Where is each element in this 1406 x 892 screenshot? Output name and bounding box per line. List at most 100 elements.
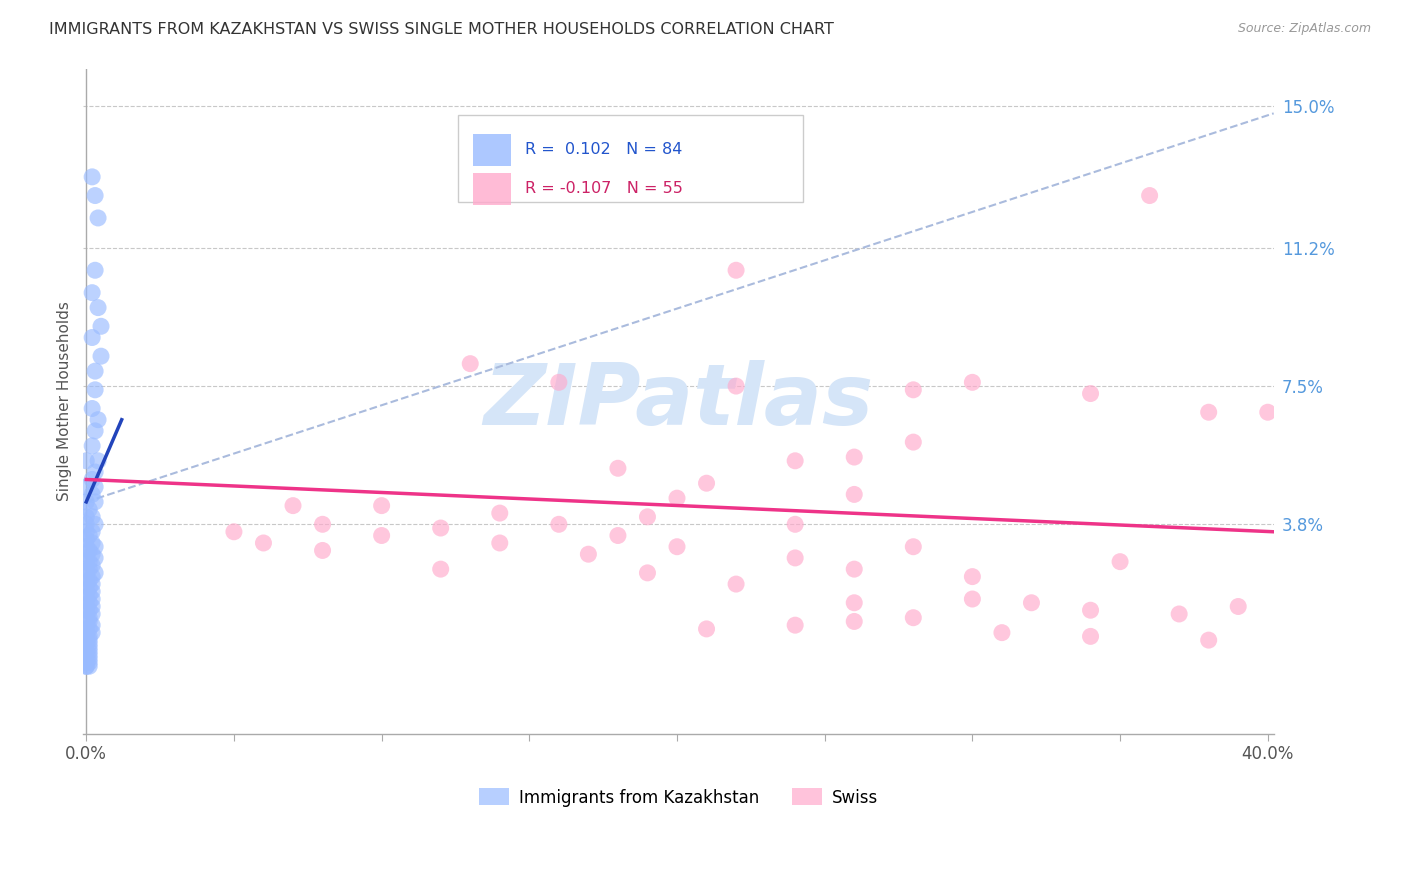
Point [1257, 405, 1279, 419]
Point [82, 569, 104, 583]
Point [75, 637, 97, 651]
Point [84, 480, 107, 494]
Point [77, 629, 100, 643]
Point [77, 644, 100, 658]
Point [696, 476, 718, 491]
Point [77, 502, 100, 516]
Point [75, 622, 97, 636]
Point [606, 461, 628, 475]
Point [77, 610, 100, 624]
Point [429, 562, 451, 576]
Point [77, 648, 100, 662]
Point [1227, 599, 1250, 614]
Point [77, 543, 100, 558]
Text: R = -0.107   N = 55: R = -0.107 N = 55 [524, 181, 683, 196]
Point [75, 629, 97, 643]
Point [75, 562, 97, 576]
Point [75, 509, 97, 524]
Point [75, 569, 97, 583]
FancyBboxPatch shape [458, 115, 803, 202]
Point [962, 569, 984, 583]
Point [82, 599, 104, 614]
Point [84, 566, 107, 580]
Point [77, 562, 100, 576]
Point [84, 383, 107, 397]
FancyBboxPatch shape [472, 134, 510, 166]
Point [75, 540, 97, 554]
Point [488, 506, 510, 520]
Point [77, 615, 100, 629]
Point [991, 625, 1014, 640]
Point [696, 622, 718, 636]
Point [75, 454, 97, 468]
Point [84, 188, 107, 202]
Point [87, 211, 110, 225]
Point [844, 596, 866, 610]
Point [77, 528, 100, 542]
Point [77, 588, 100, 602]
Text: IMMIGRANTS FROM KAZAKHSTAN VS SWISS SINGLE MOTHER HOUSEHOLDS CORRELATION CHART: IMMIGRANTS FROM KAZAKHSTAN VS SWISS SING… [49, 22, 834, 37]
Point [82, 439, 104, 453]
Point [785, 550, 807, 565]
Point [606, 528, 628, 542]
Point [77, 652, 100, 666]
Point [82, 592, 104, 607]
Point [87, 301, 110, 315]
Point [785, 454, 807, 468]
Point [1080, 603, 1102, 617]
Point [75, 533, 97, 547]
Point [75, 577, 97, 591]
Point [903, 540, 925, 554]
Point [82, 524, 104, 539]
Y-axis label: Single Mother Households: Single Mother Households [58, 301, 72, 501]
Point [84, 465, 107, 479]
Point [82, 558, 104, 573]
Point [1198, 633, 1220, 648]
Point [311, 543, 333, 558]
Point [75, 547, 97, 561]
Point [75, 615, 97, 629]
Point [82, 169, 104, 184]
Point [84, 550, 107, 565]
Point [1198, 405, 1220, 419]
Point [458, 357, 481, 371]
Point [82, 487, 104, 501]
Point [576, 547, 599, 561]
FancyBboxPatch shape [472, 172, 510, 204]
Point [785, 517, 807, 532]
Point [429, 521, 451, 535]
Point [903, 610, 925, 624]
Point [75, 644, 97, 658]
Point [82, 509, 104, 524]
Point [82, 536, 104, 550]
Point [903, 435, 925, 450]
Point [75, 524, 97, 539]
Point [82, 618, 104, 632]
Point [90, 319, 112, 334]
Point [666, 540, 689, 554]
Point [77, 659, 100, 673]
Point [75, 659, 97, 673]
Text: Source: ZipAtlas.com: Source: ZipAtlas.com [1237, 22, 1371, 36]
Point [77, 574, 100, 588]
Point [75, 652, 97, 666]
Point [75, 656, 97, 670]
Point [82, 547, 104, 561]
Point [666, 491, 689, 505]
Point [87, 454, 110, 468]
Point [637, 566, 659, 580]
Point [1168, 607, 1191, 621]
Point [637, 509, 659, 524]
Point [77, 656, 100, 670]
Point [370, 499, 392, 513]
Point [311, 517, 333, 532]
Point [82, 285, 104, 300]
Point [547, 517, 569, 532]
Point [82, 473, 104, 487]
Point [77, 633, 100, 648]
Point [75, 599, 97, 614]
Point [84, 495, 107, 509]
Point [844, 615, 866, 629]
Point [547, 376, 569, 390]
Point [84, 263, 107, 277]
